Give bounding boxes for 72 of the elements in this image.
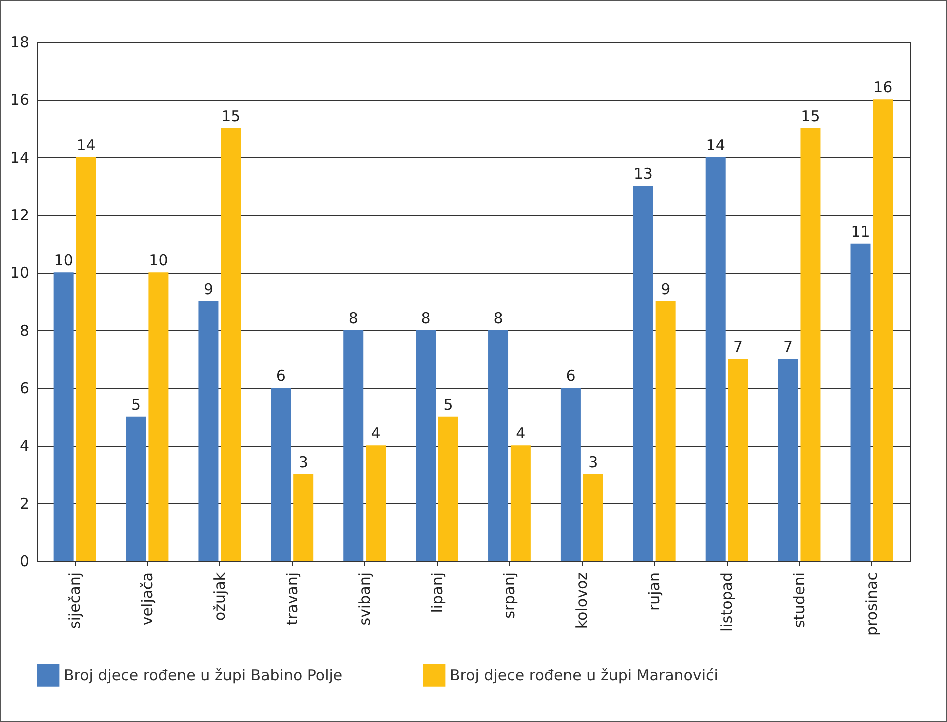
y-tick-label: 4 — [20, 437, 30, 456]
data-label: 9 — [204, 280, 214, 298]
bar — [510, 446, 531, 561]
data-label: 11 — [851, 222, 870, 241]
data-label: 4 — [516, 424, 526, 443]
data-label: 3 — [298, 454, 308, 472]
data-label: 4 — [371, 424, 381, 443]
bar — [873, 100, 894, 561]
data-label: 14 — [706, 136, 726, 154]
data-label: 8 — [348, 309, 358, 328]
y-tick-label: 2 — [20, 494, 30, 513]
bar — [221, 128, 242, 561]
x-tick-label: studeni — [790, 572, 809, 628]
data-label: 7 — [734, 338, 744, 356]
bar — [656, 302, 676, 561]
x-tick-label: listopad — [718, 572, 736, 632]
legend-label: Broj djece rođene u župi Babino Polje — [64, 666, 343, 685]
bar — [76, 157, 96, 561]
data-label: 6 — [566, 367, 576, 385]
y-tick-label: 18 — [10, 34, 30, 52]
x-tick-label: srpanj — [500, 572, 519, 619]
bar — [271, 388, 292, 561]
y-tick-label: 10 — [10, 264, 30, 282]
data-label: 15 — [801, 108, 820, 126]
x-tick-label: siječanj — [66, 572, 84, 629]
x-tick-label: veljača — [138, 572, 156, 626]
data-label: 10 — [149, 252, 168, 270]
bar — [633, 186, 654, 561]
bar — [438, 416, 458, 561]
bar — [366, 446, 386, 561]
y-tick-label: 16 — [10, 91, 30, 110]
data-label: 10 — [54, 252, 74, 270]
data-label: 8 — [494, 309, 504, 328]
y-tick-label: 0 — [20, 552, 30, 570]
bar — [344, 330, 364, 561]
data-label: 16 — [874, 78, 893, 97]
bar — [850, 244, 871, 561]
bar — [294, 474, 314, 561]
y-tick-label: 12 — [10, 206, 30, 224]
bar — [416, 330, 436, 561]
x-tick-label: rujan — [646, 572, 664, 612]
x-tick-label: lipanj — [428, 572, 446, 614]
bar — [126, 416, 146, 561]
bar — [560, 388, 581, 561]
bar — [800, 128, 821, 561]
data-label: 5 — [444, 396, 454, 414]
y-tick-label: 8 — [20, 322, 30, 340]
x-tick-label: kolovoz — [573, 572, 592, 630]
x-tick-label: svibanj — [356, 572, 374, 626]
x-tick-label: ožujak — [210, 572, 229, 622]
bar — [706, 157, 726, 561]
bar — [198, 302, 219, 561]
x-tick-label: travanj — [283, 572, 302, 626]
data-label: 15 — [222, 108, 241, 126]
bar — [778, 359, 798, 561]
bar — [54, 272, 74, 561]
x-tick-label: prosinac — [862, 572, 881, 636]
bar — [488, 330, 509, 561]
data-label: 6 — [276, 367, 286, 385]
y-tick-label: 6 — [20, 380, 30, 398]
bar — [728, 359, 748, 561]
data-label: 13 — [634, 165, 653, 184]
bar — [148, 272, 169, 561]
legend-label: Broj djece rođene u župi Maranovići — [450, 666, 718, 685]
data-label: 8 — [421, 309, 431, 328]
data-label: 5 — [132, 396, 142, 414]
data-label: 9 — [661, 280, 671, 298]
y-tick-label: 14 — [10, 148, 30, 167]
bar — [583, 474, 604, 561]
data-label: 14 — [76, 136, 96, 154]
data-label: 3 — [588, 454, 598, 472]
data-label: 7 — [784, 338, 794, 356]
